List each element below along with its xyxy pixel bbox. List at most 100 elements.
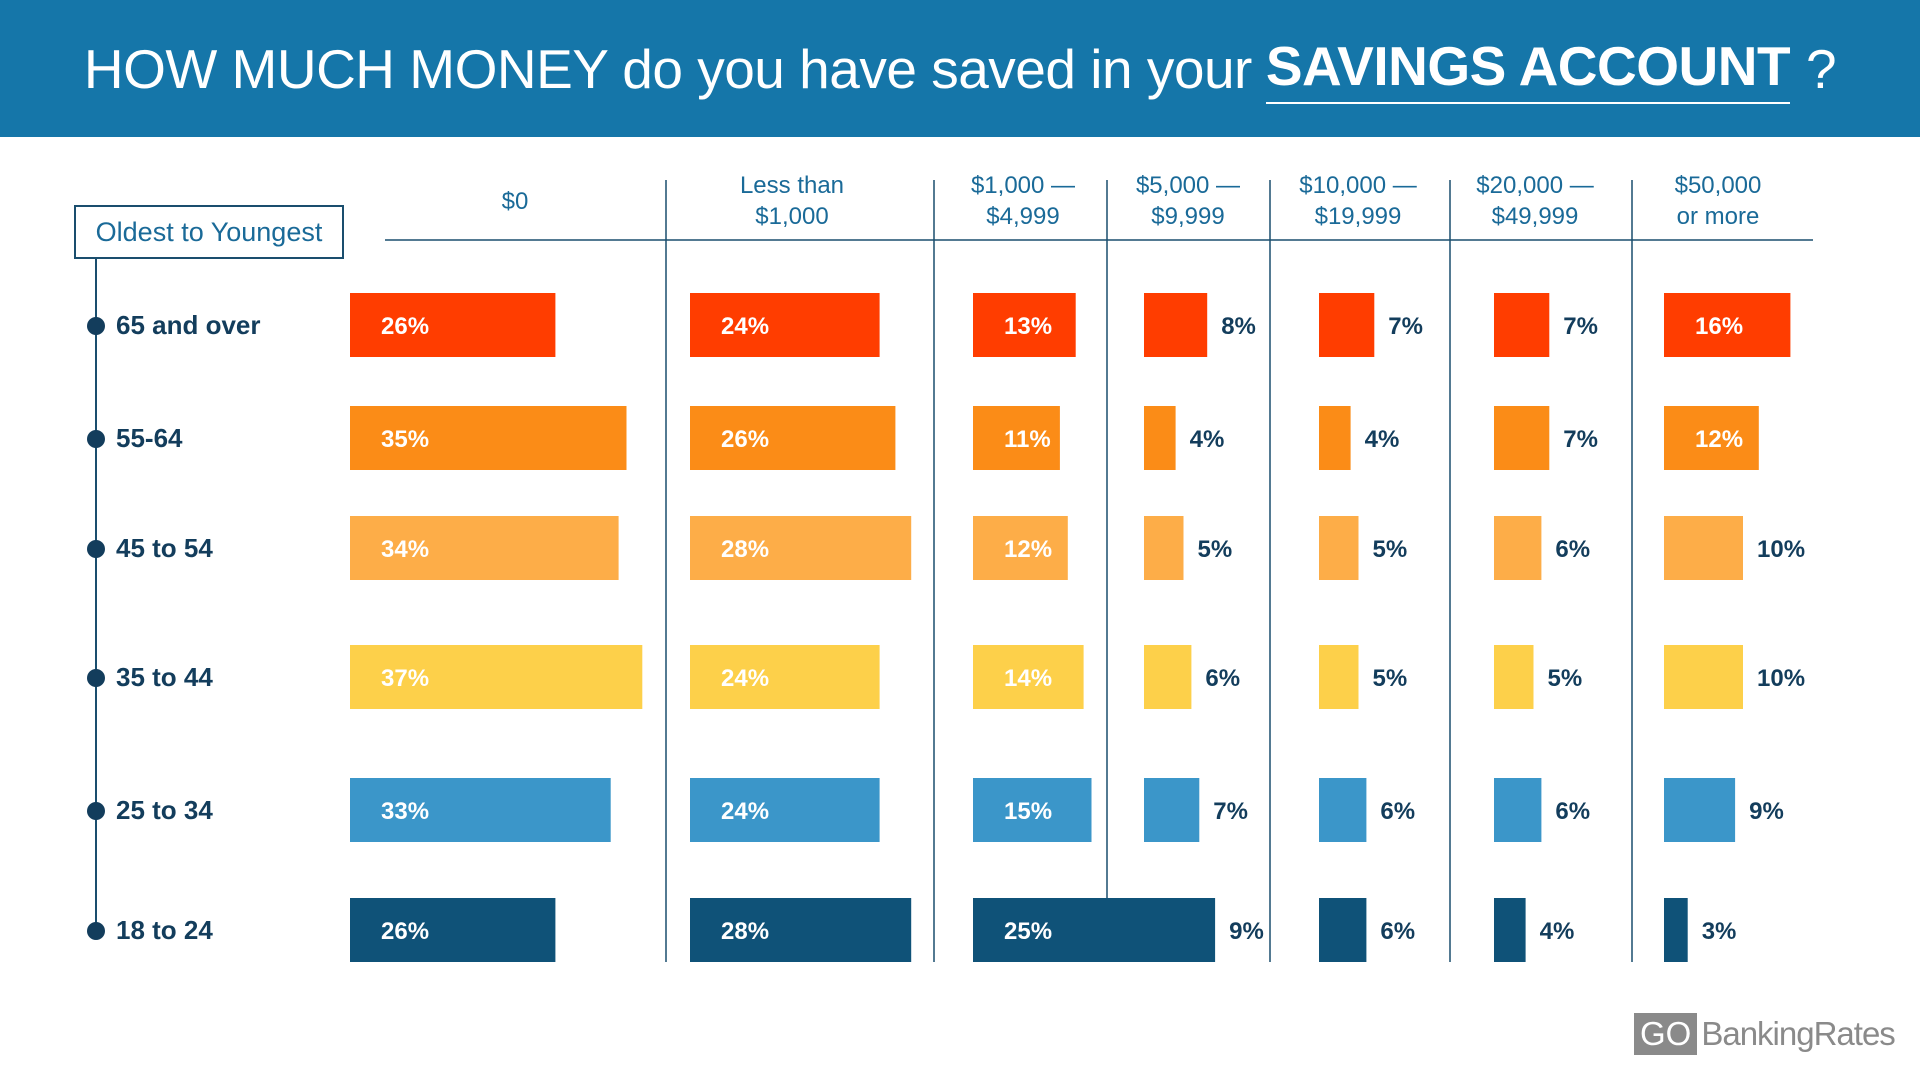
bar-r5-c5 <box>1319 778 1367 842</box>
timeline-dot-4 <box>87 669 105 687</box>
value-label-r4-c3: 14% <box>1004 665 1052 692</box>
value-label-r1-c5: 7% <box>1388 313 1423 340</box>
bar-r1-c7 <box>1664 293 1791 357</box>
timeline-dot-2 <box>87 430 105 448</box>
brand-logo: GO BankingRates <box>1634 1013 1896 1055</box>
column-header-4-line-2: $9,999 <box>1151 203 1224 230</box>
value-label-r1-c2: 24% <box>721 313 769 340</box>
value-label-r2-c3: 11% <box>1004 426 1051 453</box>
bar-r1-c2 <box>690 293 880 357</box>
bar-r1-c1 <box>350 293 556 357</box>
bar-r2-c5 <box>1319 406 1351 470</box>
bar-r6-c3 <box>973 898 1171 962</box>
row-label-4: 35 to 44 <box>116 662 213 692</box>
bar-r2-c2 <box>690 406 896 470</box>
bar-r3-c4 <box>1144 516 1184 580</box>
bar-r6-c2 <box>690 898 912 962</box>
bar-r4-c5 <box>1319 645 1359 709</box>
bar-r3-c6 <box>1494 516 1542 580</box>
column-header-6-line-1: $20,000 — <box>1476 172 1593 199</box>
bar-r3-c2 <box>690 516 912 580</box>
bar-r1-c3 <box>973 293 1076 357</box>
value-label-r5-c5: 6% <box>1380 798 1415 825</box>
bar-r5-c2 <box>690 778 880 842</box>
timeline-dot-3 <box>87 540 105 558</box>
value-label-r3-c1: 34% <box>381 536 429 563</box>
value-label-r2-c4: 4% <box>1190 426 1225 453</box>
timeline-dot-6 <box>87 922 105 940</box>
bar-r4-c1 <box>350 645 643 709</box>
value-label-r3-c5: 5% <box>1373 536 1408 563</box>
bar-r4-c4 <box>1144 645 1192 709</box>
value-label-r2-c1: 35% <box>381 426 429 453</box>
value-label-r5-c7: 9% <box>1749 798 1784 825</box>
value-label-r1-c6: 7% <box>1563 313 1598 340</box>
value-label-r2-c5: 4% <box>1365 426 1400 453</box>
bar-r2-c1 <box>350 406 627 470</box>
value-label-r5-c1: 33% <box>381 798 429 825</box>
bar-r6-c7 <box>1664 898 1688 962</box>
bar-r5-c6 <box>1494 778 1542 842</box>
value-label-r4-c6: 5% <box>1548 665 1583 692</box>
row-label-3: 45 to 54 <box>116 533 213 563</box>
header-banner: HOW MUCH MONEY do you have saved in your… <box>0 0 1920 137</box>
column-header-2-line-1: Less than <box>740 172 844 199</box>
value-label-r6-c2: 28% <box>721 918 769 945</box>
column-header-6-line-2: $49,999 <box>1492 203 1579 230</box>
value-label-r1-c4: 8% <box>1221 313 1256 340</box>
value-label-r1-c1: 26% <box>381 313 429 340</box>
row-label-5: 25 to 34 <box>116 795 213 825</box>
column-header-4-line-1: $5,000 — <box>1136 172 1240 199</box>
column-header-2-line-2: $1,000 <box>755 203 828 230</box>
value-label-r4-c4: 6% <box>1205 665 1240 692</box>
value-label-r4-c1: 37% <box>381 665 429 692</box>
row-label-2: 55-64 <box>116 423 183 453</box>
value-label-r4-c5: 5% <box>1373 665 1408 692</box>
value-label-r6-c4: 9% <box>1229 918 1264 945</box>
bar-r3-c7 <box>1664 516 1743 580</box>
bar-r2-c4 <box>1144 406 1176 470</box>
row-label-6: 18 to 24 <box>116 915 213 945</box>
value-label-r6-c7: 3% <box>1702 918 1737 945</box>
value-label-r4-c7: 10% <box>1757 665 1805 692</box>
bar-r4-c6 <box>1494 645 1534 709</box>
sort-order-label: Oldest to Youngest <box>74 205 344 259</box>
title-text: HOW MUCH MONEY do you have saved in your <box>83 37 1253 100</box>
bar-r4-c3 <box>973 645 1084 709</box>
bar-r2-c7 <box>1664 406 1759 470</box>
value-label-r5-c4: 7% <box>1213 798 1248 825</box>
row-label-1: 65 and over <box>116 310 261 340</box>
column-header-5-line-2: $19,999 <box>1315 203 1402 230</box>
value-label-r3-c2: 28% <box>721 536 769 563</box>
value-label-r4-c2: 24% <box>721 665 769 692</box>
title-question-mark: ? <box>1806 37 1837 100</box>
value-label-r5-c3: 15% <box>1004 798 1052 825</box>
bar-r6-c5 <box>1319 898 1367 962</box>
bar-r5-c7 <box>1664 778 1736 842</box>
value-label-r2-c7: 12% <box>1695 426 1743 453</box>
column-header-7-line-1: $50,000 <box>1675 172 1762 199</box>
column-header-7-line-2: or more <box>1677 203 1760 230</box>
bar-r2-c6 <box>1494 406 1550 470</box>
column-header-3-line-1: $1,000 — <box>971 172 1075 199</box>
bar-r6-c1 <box>350 898 556 962</box>
value-label-r6-c1: 26% <box>381 918 429 945</box>
brand-logo-name: BankingRates <box>1701 1015 1895 1052</box>
bar-r5-c3 <box>973 778 1092 842</box>
bar-r6-c4 <box>1144 898 1216 962</box>
timeline-dot-1 <box>87 317 105 335</box>
bar-r6-c6 <box>1494 898 1526 962</box>
bar-r1-c4 <box>1144 293 1208 357</box>
column-header-1-line-1: $0 <box>502 188 529 215</box>
bar-r3-c1 <box>350 516 619 580</box>
bar-r4-c7 <box>1664 645 1743 709</box>
bar-r3-c5 <box>1319 516 1359 580</box>
bar-r1-c6 <box>1494 293 1550 357</box>
brand-logo-go: GO <box>1634 1013 1698 1055</box>
value-label-r6-c5: 6% <box>1380 918 1415 945</box>
bar-r1-c5 <box>1319 293 1375 357</box>
timeline-dot-5 <box>87 802 105 820</box>
value-label-r6-c6: 4% <box>1540 918 1575 945</box>
bar-r5-c1 <box>350 778 611 842</box>
value-label-r1-c7: 16% <box>1695 313 1743 340</box>
